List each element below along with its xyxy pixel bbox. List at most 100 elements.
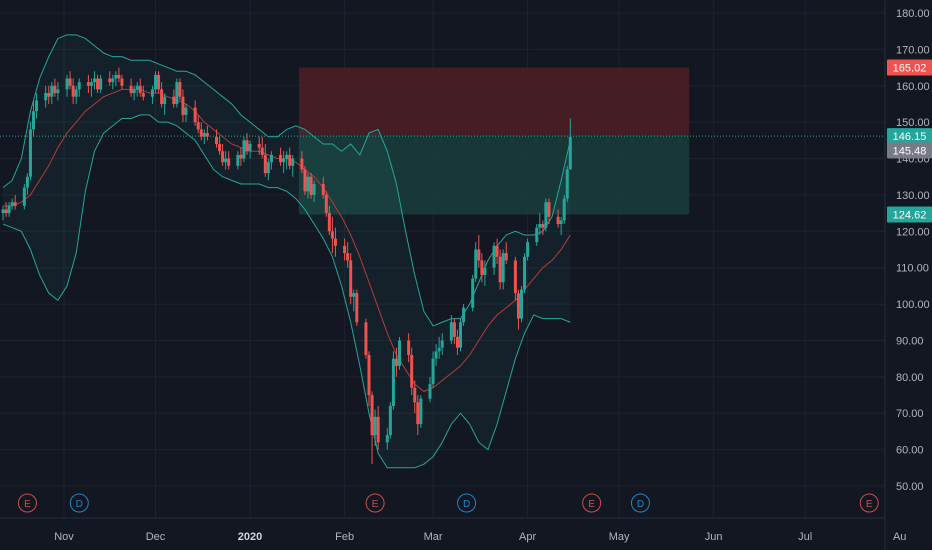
upper-band-line bbox=[2, 34, 571, 327]
candle-body bbox=[71, 85, 75, 97]
candle-down bbox=[416, 395, 420, 436]
candle-body bbox=[501, 253, 505, 283]
candle-body bbox=[376, 416, 380, 443]
candle-body bbox=[175, 82, 179, 104]
candle-up bbox=[291, 154, 295, 177]
candle-down bbox=[327, 205, 331, 235]
candle-body bbox=[282, 158, 286, 163]
candle-body bbox=[355, 293, 359, 323]
candle-down bbox=[239, 147, 243, 166]
candle-body bbox=[227, 158, 231, 166]
candles bbox=[1, 67, 572, 465]
price-label[interactable]: 145.48 bbox=[887, 142, 932, 159]
event-circle[interactable] bbox=[630, 493, 650, 513]
candle-up bbox=[388, 402, 392, 439]
event-circle[interactable] bbox=[69, 493, 89, 513]
price-tick-label: 150.00 bbox=[896, 117, 930, 129]
candle-down bbox=[504, 242, 508, 265]
event-circle[interactable] bbox=[17, 493, 37, 513]
candle-body bbox=[56, 89, 60, 94]
stop-loss-zone[interactable] bbox=[298, 67, 690, 137]
candle-body bbox=[394, 358, 398, 366]
candle-body bbox=[74, 89, 78, 97]
position-zones[interactable] bbox=[298, 67, 690, 215]
event-label: D bbox=[76, 499, 83, 510]
earnings-marker[interactable]: E bbox=[17, 493, 37, 513]
candle-down bbox=[181, 89, 185, 123]
candle-body bbox=[471, 278, 475, 308]
candle-down bbox=[413, 380, 417, 414]
candle-body bbox=[68, 78, 72, 86]
candle-up bbox=[77, 78, 81, 97]
candle-down bbox=[160, 82, 164, 108]
candle-down bbox=[263, 143, 267, 177]
candle-body bbox=[47, 93, 51, 97]
event-circle[interactable] bbox=[365, 493, 385, 513]
candle-body bbox=[346, 253, 350, 261]
candle-body bbox=[535, 227, 539, 243]
price-tick-label: 160.00 bbox=[896, 81, 930, 93]
event-circle[interactable] bbox=[582, 493, 602, 513]
candle-down bbox=[330, 216, 334, 254]
candle-body bbox=[35, 100, 39, 112]
candle-up bbox=[248, 140, 252, 159]
candle-body bbox=[288, 154, 292, 166]
dividend-marker[interactable]: D bbox=[457, 493, 477, 513]
price-tick-label: 90.00 bbox=[896, 335, 924, 347]
event-circle[interactable] bbox=[457, 493, 477, 513]
candle-down bbox=[199, 122, 203, 141]
candle-body bbox=[65, 78, 69, 90]
candle-up bbox=[163, 93, 167, 115]
candle-body bbox=[157, 74, 161, 90]
price-tick-label: 180.00 bbox=[896, 8, 930, 20]
price-tick-label: 80.00 bbox=[896, 372, 924, 384]
candle-body bbox=[480, 260, 484, 275]
time-tick-label: Apr bbox=[519, 531, 536, 543]
candle-down bbox=[452, 318, 456, 345]
candle-body bbox=[245, 140, 249, 152]
candle-body bbox=[343, 245, 347, 254]
candle-body bbox=[306, 176, 310, 192]
candle-up bbox=[501, 249, 505, 290]
candle-body bbox=[7, 205, 11, 214]
candle-down bbox=[108, 71, 112, 86]
candle-body bbox=[407, 340, 411, 356]
candle-body bbox=[86, 82, 90, 86]
candle-up bbox=[462, 304, 466, 326]
price-label[interactable]: 146.15 bbox=[887, 128, 932, 145]
candle-body bbox=[391, 358, 395, 406]
candle-up bbox=[385, 427, 389, 450]
price-axis-background bbox=[885, 0, 932, 550]
candle-down bbox=[364, 318, 368, 359]
dividend-marker[interactable]: D bbox=[69, 493, 89, 513]
earnings-marker[interactable]: E bbox=[582, 493, 602, 513]
candle-down bbox=[303, 165, 307, 195]
earnings-marker[interactable]: E bbox=[365, 493, 385, 513]
candle-body bbox=[449, 322, 453, 341]
candle-body bbox=[50, 85, 54, 97]
candle-body bbox=[455, 336, 459, 348]
candle-down bbox=[394, 347, 398, 377]
event-label: D bbox=[637, 499, 644, 510]
candle-body bbox=[13, 202, 17, 206]
candle-down bbox=[455, 329, 459, 356]
event-circle[interactable] bbox=[859, 493, 879, 513]
price-label[interactable]: 165.02 bbox=[887, 59, 932, 76]
candle-up bbox=[56, 82, 60, 101]
price-label-text: 165.02 bbox=[893, 63, 927, 75]
candle-body bbox=[181, 96, 185, 115]
earnings-marker[interactable]: E bbox=[859, 493, 879, 513]
dividend-marker[interactable]: D bbox=[630, 493, 650, 513]
profit-target-zone[interactable] bbox=[298, 136, 690, 215]
candle-up bbox=[398, 336, 401, 370]
candle-up bbox=[568, 118, 572, 170]
candle-down bbox=[47, 85, 51, 104]
candle-up bbox=[44, 85, 48, 108]
price-label[interactable]: 124.62 bbox=[887, 206, 932, 223]
candle-down bbox=[221, 143, 225, 166]
candle-down bbox=[227, 151, 231, 170]
